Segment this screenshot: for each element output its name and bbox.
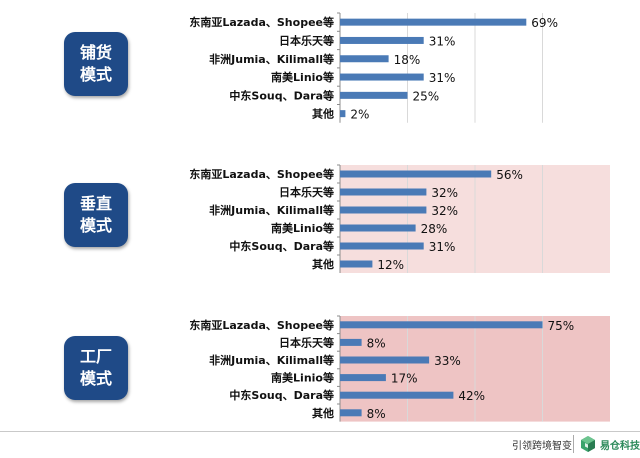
bar [340,409,362,417]
category-label: 中东Souq、Dara等 [229,388,334,402]
group-label-distribution: 铺货 模式 [64,32,128,96]
bar [340,374,386,382]
category-label: 非洲Jumia、Kilimall等 [209,52,334,66]
bar [340,338,362,346]
bar [340,206,427,214]
value-label: 75% [548,319,575,333]
bar [340,55,389,63]
value-label: 8% [367,336,386,350]
bar [340,391,454,399]
value-label: 32% [431,204,458,218]
footer: 引领跨境智变 易仓科技 [0,431,640,458]
category-label: 日本乐天等 [279,185,334,199]
value-label: 18% [394,53,421,67]
value-label: 32% [431,186,458,200]
category-label: 非洲Jumia、Kilimall等 [209,203,334,217]
category-label: 日本乐天等 [279,335,334,349]
footer-slogan: 引领跨境智变 [512,441,572,452]
logo-text: 易仓科技 [600,441,640,452]
bar [340,188,427,196]
category-label: 南美Linio等 [271,371,334,385]
value-label: 17% [391,372,418,386]
bar [340,321,543,329]
footer-separator [573,435,574,453]
category-label: 非洲Jumia、Kilimall等 [209,353,334,367]
footer-divider [0,431,640,432]
value-label: 56% [496,168,523,182]
group-label-vertical: 垂直 模式 [64,183,128,247]
value-label: 33% [434,354,461,368]
value-label: 31% [429,34,456,48]
bar [340,242,424,250]
value-label: 42% [458,389,485,403]
bar [340,224,416,232]
value-label: 28% [421,222,448,236]
value-label: 25% [413,89,440,103]
category-label: 东南亚Lazada、Shopee等 [189,318,334,332]
value-label: 31% [429,240,456,254]
category-label: 东南亚Lazada、Shopee等 [189,15,334,29]
bar [340,73,424,81]
category-label: 中东Souq、Dara等 [229,239,334,253]
category-label: 中东Souq、Dara等 [229,88,334,102]
bar [340,260,373,268]
bar [340,36,424,44]
bar [340,18,527,26]
bar [340,110,346,118]
value-label: 69% [531,16,558,30]
value-label: 8% [367,407,386,421]
chart-factory: 东南亚Lazada、Shopee等 75% 日本乐天等 8% 非洲Jumia、Kilim… [189,315,610,422]
value-label: 12% [377,258,404,272]
category-label: 其他 [312,107,334,121]
category-label: 南美Linio等 [271,70,334,84]
category-label: 其他 [312,406,334,420]
category-label: 日本乐天等 [279,33,334,47]
cube-logo-icon [581,436,595,452]
category-label: 南美Linio等 [271,221,334,235]
chart-vertical: 东南亚Lazada、Shopee等 56% 日本乐天等 32% 非洲Jumia、Kili… [189,164,610,273]
value-label: 31% [429,71,456,85]
group-label-factory: 工厂 模式 [64,336,128,400]
bar [340,170,492,178]
chart-distribution: 东南亚Lazada、Shopee等 69% 日本乐天等 31% 非洲Jumia、Kili… [189,12,610,123]
value-label: 2% [350,108,369,122]
bar [340,91,408,99]
category-label: 东南亚Lazada、Shopee等 [189,167,334,181]
category-label: 其他 [312,257,334,271]
bar [340,356,430,364]
